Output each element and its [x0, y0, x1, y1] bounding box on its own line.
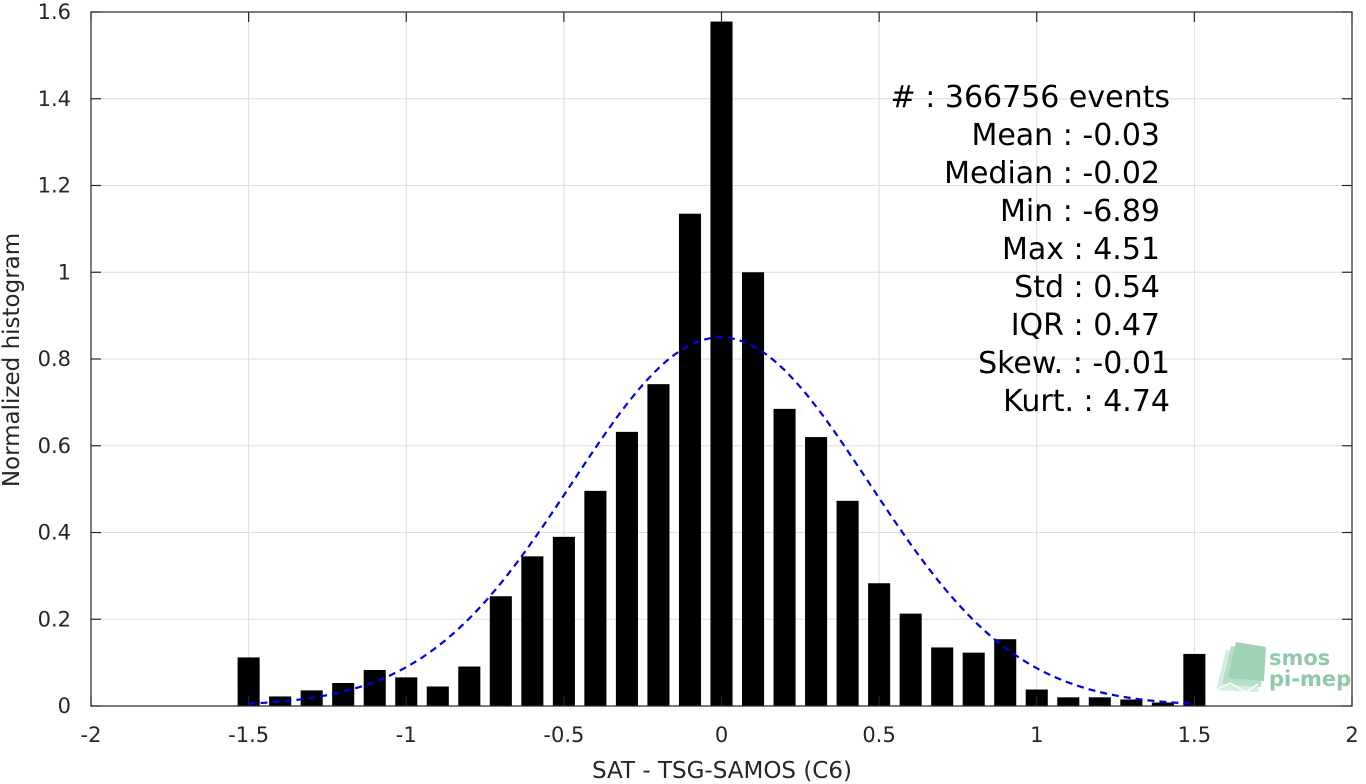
- x-tick-label-5: 0.5: [862, 723, 895, 747]
- stat-count-value: : 366756 events: [925, 80, 1170, 115]
- logo-text-line1: smos: [1269, 646, 1330, 670]
- histogram-bar: [899, 613, 922, 706]
- x-tick-labels: -2 -1.5 -1 -0.5 0 0.5 1 1.5 2: [81, 723, 1359, 747]
- stat-iqr-label: IQR: [1011, 308, 1074, 343]
- stat-std: Std : 0.54: [1014, 270, 1160, 305]
- histogram-bar: [584, 490, 607, 706]
- histogram-bar: [615, 431, 638, 706]
- histogram-bar: [962, 652, 985, 706]
- x-tick-label-4: 0: [715, 723, 728, 747]
- stat-count-label: #: [891, 80, 926, 115]
- histogram-bar: [237, 657, 260, 706]
- stat-mean-value: : -0.03: [1063, 118, 1160, 153]
- stat-kurt-value: : 4.74: [1084, 384, 1170, 419]
- x-tick-label-8: 2: [1345, 723, 1358, 747]
- stat-skew-label: Skew.: [978, 346, 1073, 381]
- histogram-bar: [1120, 699, 1143, 706]
- histogram-bar: [773, 408, 796, 706]
- gaussian-fit-curve: [248, 336, 1195, 705]
- histogram-bar: [678, 213, 702, 706]
- smos-pi-mep-logo: smos pi-mep: [1215, 642, 1351, 693]
- y-tick-label-0: 0: [58, 694, 71, 718]
- logo-text-line2: pi-mep: [1269, 667, 1351, 691]
- histogram-bar: [931, 647, 954, 706]
- stat-median-value: : -0.02: [1063, 156, 1160, 191]
- histogram-bar: [363, 669, 386, 706]
- stat-iqr-value: : 0.47: [1074, 308, 1160, 343]
- stat-min: Min : -6.89: [1000, 194, 1160, 229]
- histogram-bar: [552, 536, 575, 706]
- x-tick-label-3: -0.5: [543, 723, 584, 747]
- histogram-bar: [332, 683, 355, 706]
- histogram-bar: [1151, 702, 1174, 706]
- y-tick-label-4: 0.8: [38, 347, 71, 371]
- logo-mark-icon: [1215, 642, 1266, 693]
- x-tick-label-0: -2: [81, 723, 102, 747]
- histogram-bar: [805, 437, 828, 706]
- x-tick-label-6: 1: [1030, 723, 1043, 747]
- stat-mean-label: Mean: [971, 118, 1062, 153]
- stat-skew-value: : -0.01: [1073, 346, 1170, 381]
- stat-count: # : 366756 events: [891, 80, 1170, 115]
- histogram-bar: [426, 686, 449, 706]
- histogram-bar: [489, 596, 512, 706]
- y-tick-labels: 0 0.2 0.4 0.6 0.8 1 1.2 1.4 1.6: [38, 0, 71, 718]
- histogram-bars: [237, 21, 1206, 707]
- y-tick-label-1: 0.2: [38, 607, 71, 631]
- y-tick-label-2: 0.4: [38, 521, 71, 545]
- stat-max: Max : 4.51: [1002, 232, 1160, 267]
- stat-median-label: Median: [944, 156, 1063, 191]
- histogram-bar: [994, 639, 1017, 706]
- y-tick-label-8: 1.6: [38, 0, 71, 24]
- y-tick-label-6: 1.2: [38, 174, 71, 198]
- histogram-bar: [269, 696, 292, 706]
- y-tick-label-3: 0.6: [38, 434, 71, 458]
- stat-skew: Skew. : -0.01: [978, 346, 1170, 381]
- histogram-bar: [836, 500, 859, 706]
- x-tick-label-1: -1.5: [228, 723, 269, 747]
- statistics-box: # : 366756 events Mean : -0.03 Median : …: [891, 80, 1170, 419]
- stat-median: Median : -0.02: [944, 156, 1160, 191]
- stat-kurt-label: Kurt.: [1003, 384, 1083, 419]
- stat-iqr: IQR : 0.47: [1011, 308, 1160, 343]
- stat-std-label: Std: [1014, 270, 1073, 305]
- stat-max-label: Max: [1002, 232, 1074, 267]
- histogram-bar: [647, 384, 670, 706]
- x-axis-title: SAT - TSG-SAMOS (C6): [592, 758, 852, 784]
- stat-kurt: Kurt. : 4.74: [1003, 384, 1170, 419]
- stat-min-label: Min: [1000, 194, 1063, 229]
- histogram-bar: [741, 272, 765, 706]
- histogram-bar: [1057, 697, 1080, 706]
- histogram-bar: [1088, 697, 1111, 706]
- histogram-bar: [868, 583, 891, 706]
- stat-min-value: : -6.89: [1063, 194, 1160, 229]
- histogram-bar: [710, 21, 733, 707]
- stat-mean: Mean : -0.03: [971, 118, 1160, 153]
- y-tick-label-7: 1.4: [38, 87, 71, 111]
- histogram-bar: [458, 666, 481, 706]
- histogram-bar: [395, 677, 418, 706]
- stat-std-value: : 0.54: [1074, 270, 1160, 305]
- y-tick-label-5: 1: [58, 260, 71, 284]
- axis-ticks: [90, 11, 1353, 707]
- stat-max-value: : 4.51: [1074, 232, 1160, 267]
- x-tick-label-7: 1.5: [1178, 723, 1211, 747]
- y-axis-title: Normalized histogram: [0, 233, 25, 487]
- histogram-bar: [521, 556, 544, 706]
- x-tick-label-2: -1: [396, 723, 417, 747]
- histogram-bar: [1183, 653, 1206, 706]
